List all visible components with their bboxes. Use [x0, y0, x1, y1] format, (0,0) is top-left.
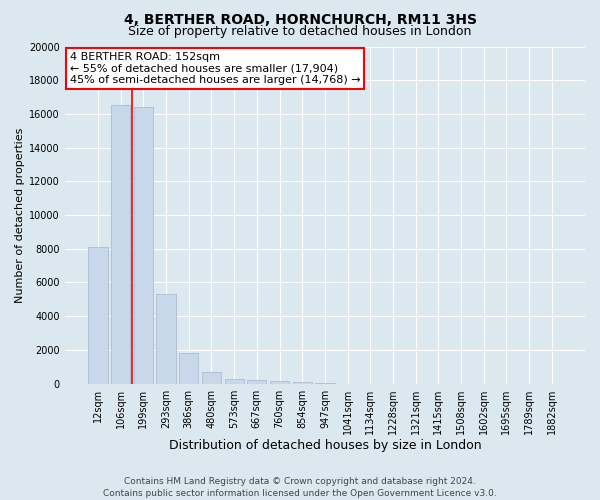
Bar — [202, 372, 221, 384]
Text: Contains HM Land Registry data © Crown copyright and database right 2024.
Contai: Contains HM Land Registry data © Crown c… — [103, 476, 497, 498]
Bar — [179, 353, 199, 384]
Text: Size of property relative to detached houses in London: Size of property relative to detached ho… — [128, 25, 472, 38]
X-axis label: Distribution of detached houses by size in London: Distribution of detached houses by size … — [169, 440, 481, 452]
Bar — [224, 378, 244, 384]
Bar — [157, 294, 176, 384]
Bar — [293, 382, 312, 384]
Bar — [247, 380, 266, 384]
Bar — [111, 106, 130, 384]
Bar — [134, 107, 153, 384]
Bar — [315, 382, 335, 384]
Text: 4, BERTHER ROAD, HORNCHURCH, RM11 3HS: 4, BERTHER ROAD, HORNCHURCH, RM11 3HS — [124, 12, 476, 26]
Y-axis label: Number of detached properties: Number of detached properties — [15, 128, 25, 302]
Text: 4 BERTHER ROAD: 152sqm
← 55% of detached houses are smaller (17,904)
45% of semi: 4 BERTHER ROAD: 152sqm ← 55% of detached… — [70, 52, 361, 85]
Bar — [88, 247, 108, 384]
Bar — [270, 381, 289, 384]
